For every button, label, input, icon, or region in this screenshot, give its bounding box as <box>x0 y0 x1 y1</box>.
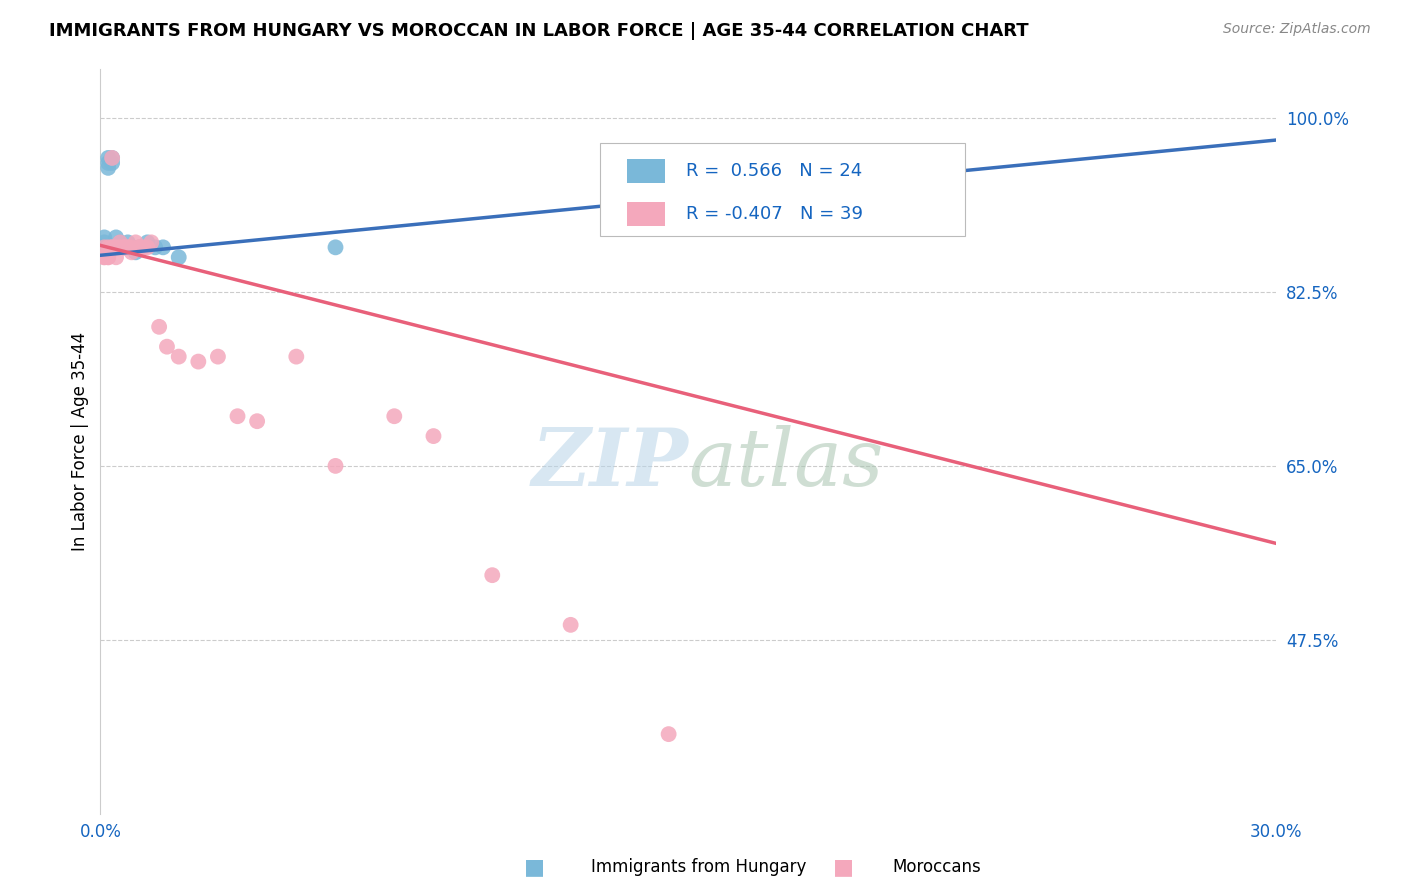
Point <box>97 156 120 170</box>
Point <box>207 350 229 364</box>
Point <box>148 319 170 334</box>
Point <box>101 240 124 254</box>
Point <box>246 414 269 428</box>
Point <box>93 230 115 244</box>
Point <box>105 240 128 254</box>
Point <box>187 354 209 368</box>
Point <box>136 235 159 250</box>
Point <box>93 250 115 264</box>
Point <box>105 250 128 264</box>
FancyBboxPatch shape <box>600 143 965 236</box>
Point <box>599 156 621 170</box>
Point <box>93 240 115 254</box>
Point <box>97 250 120 264</box>
Point <box>121 245 143 260</box>
Point <box>141 235 163 250</box>
Text: ZIP: ZIP <box>531 425 688 502</box>
Point <box>101 240 124 254</box>
Point <box>121 240 143 254</box>
Point <box>143 240 166 254</box>
Text: ■: ■ <box>834 857 853 877</box>
Text: R =  0.566   N = 24: R = 0.566 N = 24 <box>686 161 862 180</box>
Point <box>105 230 128 244</box>
Point <box>112 240 135 254</box>
Point <box>325 240 347 254</box>
Point <box>112 240 135 254</box>
Point <box>422 429 444 443</box>
Point <box>112 240 135 254</box>
Point <box>105 240 128 254</box>
Point <box>101 151 124 165</box>
Point <box>97 250 120 264</box>
Point <box>93 240 115 254</box>
Point <box>117 235 139 250</box>
Point <box>97 151 120 165</box>
Point <box>128 240 150 254</box>
Point <box>121 240 143 254</box>
Text: IMMIGRANTS FROM HUNGARY VS MOROCCAN IN LABOR FORCE | AGE 35-44 CORRELATION CHART: IMMIGRANTS FROM HUNGARY VS MOROCCAN IN L… <box>49 22 1029 40</box>
Point <box>124 235 146 250</box>
Point <box>108 235 131 250</box>
Point <box>560 617 582 632</box>
Y-axis label: In Labor Force | Age 35-44: In Labor Force | Age 35-44 <box>72 332 89 550</box>
Text: ■: ■ <box>524 857 544 877</box>
Bar <box>627 202 665 226</box>
Point <box>128 240 150 254</box>
Text: Immigrants from Hungary: Immigrants from Hungary <box>591 858 806 876</box>
Point <box>128 240 150 254</box>
Point <box>325 458 347 473</box>
Point <box>117 240 139 254</box>
Bar <box>627 159 665 183</box>
Point <box>285 350 308 364</box>
Point <box>101 156 124 170</box>
Text: R = -0.407   N = 39: R = -0.407 N = 39 <box>686 204 863 223</box>
Point <box>226 409 249 424</box>
Point <box>156 340 179 354</box>
Point <box>108 235 131 250</box>
Point <box>97 240 120 254</box>
Text: Moroccans: Moroccans <box>893 858 981 876</box>
Text: atlas: atlas <box>688 425 883 502</box>
Point <box>117 240 139 254</box>
Point <box>167 350 190 364</box>
Point <box>101 151 124 165</box>
Text: Source: ZipAtlas.com: Source: ZipAtlas.com <box>1223 22 1371 37</box>
Point <box>167 250 190 264</box>
Point <box>93 235 115 250</box>
Point <box>93 250 115 264</box>
Point <box>382 409 405 424</box>
Point <box>112 240 135 254</box>
Point <box>124 245 146 260</box>
Point <box>481 568 503 582</box>
Point <box>97 161 120 175</box>
Point <box>132 240 155 254</box>
Point <box>152 240 174 254</box>
Point <box>136 240 159 254</box>
Point <box>658 727 681 741</box>
Point <box>101 240 124 254</box>
Point <box>108 240 131 254</box>
